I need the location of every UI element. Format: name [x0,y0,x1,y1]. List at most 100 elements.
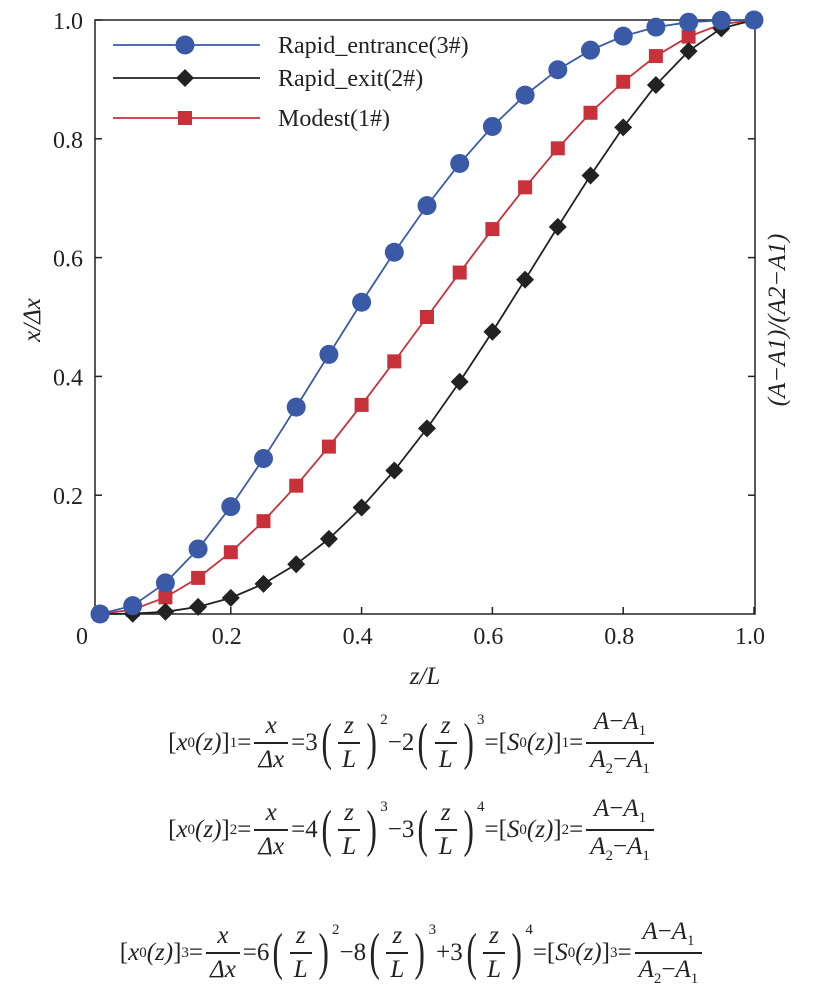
data-point [417,196,437,216]
minus: − [613,833,628,860]
denominator: L [483,952,505,984]
data-point [286,397,306,417]
data-point [548,217,567,236]
x-tick-label: 0.2 [212,624,242,650]
fraction-x-dx: x Δx [254,712,289,774]
exponent: 2 [331,922,340,938]
A-symbol: A [642,918,658,945]
numerator: z [295,922,306,949]
denominator: Δx [254,742,289,774]
x-tick-label: 0.6 [473,624,503,650]
coefficient: −3 [387,816,415,843]
data-point [482,116,502,136]
equals: = [291,729,306,756]
x-tick-label: 0.8 [604,624,634,650]
exponent: 2 [380,712,388,728]
coefficient: 6 [256,939,270,966]
data-point [483,322,502,341]
A-term: A2 [639,956,662,987]
paren-close: ) [366,714,377,771]
numerator: z [344,712,354,739]
legend-label: Modest(1#) [278,106,390,132]
denominator: L [289,952,312,984]
bracket: [ [168,729,177,756]
data-point [452,265,467,280]
data-point [450,153,470,173]
subscript: 1 [638,810,647,826]
paren-open: ( [321,714,332,771]
coefficient: −8 [339,939,367,966]
equals: = [237,816,252,843]
equals: = [532,939,547,966]
arg: (z) [146,939,174,966]
data-point [256,514,271,529]
A-symbol: A [675,956,691,983]
subscript: 1 [690,971,699,987]
legend-label: Rapid_entrance(3#) [278,33,469,59]
data-point [352,498,371,517]
subscript: 2 [605,761,614,777]
A-symbol: A [590,833,606,860]
data-point [158,590,173,605]
paren-open: ( [272,924,284,981]
coefficient: 3 [305,729,318,756]
equals: = [237,729,252,756]
denominator: L [434,742,457,774]
numerator: z [440,712,451,739]
data-point [189,597,208,616]
bracket: [ [119,939,129,966]
var-x: x [176,816,188,843]
paren-open: ( [417,714,429,771]
subscript: 1 [642,761,650,777]
ratio-z-L: (z L) [366,922,429,984]
data-point [679,42,698,61]
numerator: z [489,922,499,949]
bracket: [ [168,816,177,843]
A-term: A1 [675,956,698,987]
paren-open: ( [369,924,380,981]
legend-marker [178,111,192,125]
x-axis-label: z/L [409,663,441,690]
subscript: 1 [638,723,647,739]
data-point [287,555,306,574]
denominator: L [386,952,409,984]
equals: = [188,939,204,966]
y-axis-label-right: (A−A1)/(A2−A1) [764,234,791,407]
A-term: A1 [623,795,646,826]
x-tick-label: 0 [76,624,88,650]
paren-close: ) [366,801,377,858]
formula-index: 3 [609,944,618,961]
bracket: ] [601,939,610,966]
subscript: 2 [605,848,614,864]
data-point [646,76,665,95]
equals: = [484,816,499,843]
y-tick-label: 0.8 [53,128,83,154]
bracket: ] [553,729,562,756]
plot-frame [94,19,756,615]
data-point [354,397,369,412]
formula-2: [x 0 (z)] 2 = x Δx = 4(z L) 3 −3(z L) 4 =[S 0 (z)] 2 = A−A1… [0,795,825,865]
equals: = [569,729,584,756]
denominator: A2−A1 [586,829,654,865]
numerator: x [265,712,277,739]
minus: − [609,708,624,735]
data-point [711,10,731,30]
legend-marker [176,69,194,87]
subscript: 1 [687,933,695,949]
paren-close: ) [414,924,426,981]
denominator: L [434,829,457,861]
bracket: ] [173,939,182,966]
data-point [616,74,631,89]
fraction-area: A−A1 A2−A1 [634,918,703,988]
bracket: ] [221,816,230,843]
bracket: ] [221,729,230,756]
data-point [387,354,402,369]
arg: (z) [195,816,222,843]
data-point [155,573,175,593]
ratio-z-L: (z L) [318,799,381,861]
paren-close: ) [318,924,329,981]
legend-label: Rapid_exit(2#) [278,66,423,92]
